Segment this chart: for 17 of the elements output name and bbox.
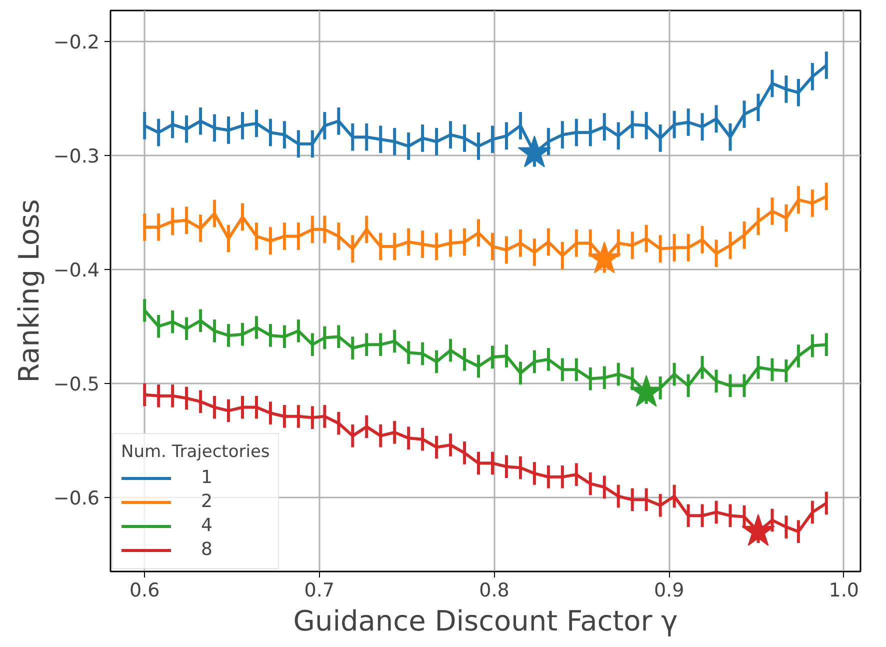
y-tick-label: −0.6 bbox=[53, 487, 100, 510]
x-tick-label: 0.7 bbox=[304, 580, 335, 602]
y-tick-label: −0.3 bbox=[53, 145, 100, 168]
x-tick-label: 0.6 bbox=[129, 580, 160, 602]
y-tick-label: −0.2 bbox=[53, 31, 100, 54]
x-tick-label: 0.8 bbox=[479, 580, 510, 602]
x-axis-title: Guidance Discount Factor γ bbox=[293, 604, 678, 638]
y-axis-title: Ranking Loss bbox=[12, 199, 46, 383]
legend-label: 2 bbox=[201, 491, 214, 512]
legend-label: 1 bbox=[201, 467, 214, 488]
legend-title: Num. Trajectories bbox=[121, 442, 270, 462]
x-tick-label: 0.9 bbox=[654, 580, 684, 602]
legend-label: 4 bbox=[201, 515, 214, 536]
x-tick-label: 1.0 bbox=[828, 580, 859, 602]
legend-label: 8 bbox=[201, 539, 214, 560]
y-tick-label: −0.5 bbox=[53, 373, 100, 396]
y-tick-label: −0.4 bbox=[53, 259, 100, 282]
